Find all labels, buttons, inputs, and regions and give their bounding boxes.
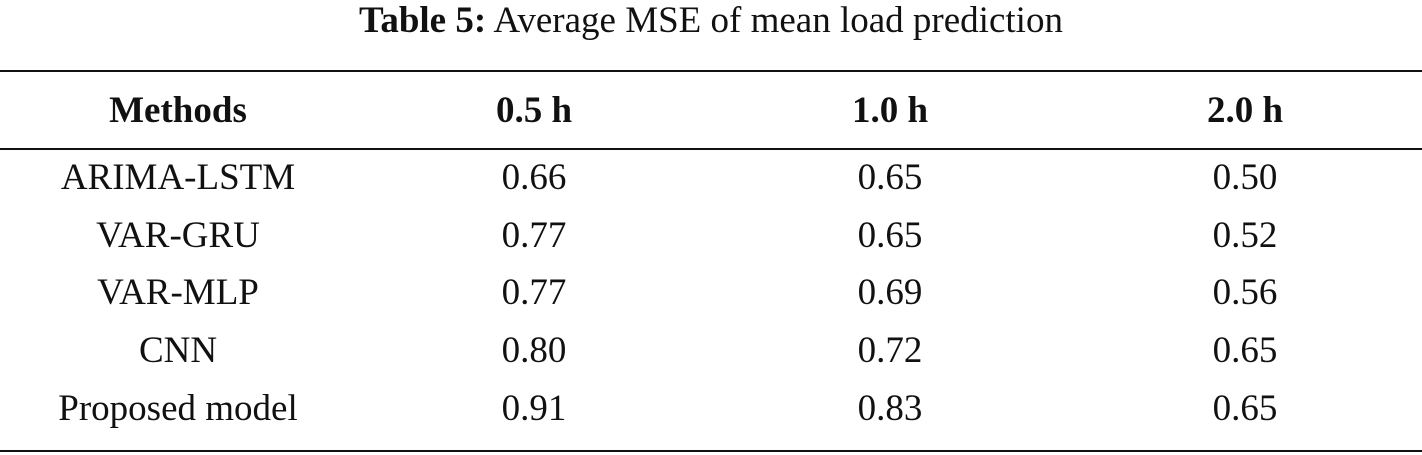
value-cell: 0.65 (1212, 330, 1278, 372)
value-cell: 0.65 (1212, 387, 1278, 429)
value-cell: 0.72 (857, 330, 923, 372)
table-caption: Table 5: Average MSE of mean load predic… (0, 0, 1422, 48)
value-cell: 0.50 (1212, 157, 1278, 199)
value-cell: 0.80 (501, 330, 567, 372)
table-caption-label: Table 5: (359, 0, 487, 41)
table-header-rule (0, 148, 1422, 150)
value-cell: 0.69 (857, 272, 923, 314)
table-row: VAR-GRU 0.77 0.65 0.52 (0, 207, 1422, 265)
method-cell: VAR-MLP (97, 272, 259, 314)
header-1-0h: 1.0 h (851, 90, 929, 131)
value-cell: 0.56 (1212, 272, 1278, 314)
header-2-0h: 2.0 h (1206, 90, 1284, 131)
table-header-row: Methods 0.5 h 1.0 h 2.0 h (0, 72, 1422, 149)
value-cell: 0.65 (857, 214, 923, 256)
header-0-5h: 0.5 h (495, 90, 573, 131)
table-caption-text: Average MSE of mean load prediction (486, 0, 1063, 41)
method-cell: CNN (138, 330, 218, 372)
mse-table: Methods 0.5 h 1.0 h 2.0 h ARIMA-LSTM 0.6… (0, 72, 1422, 437)
value-cell: 0.77 (501, 272, 567, 314)
value-cell: 0.65 (857, 157, 923, 199)
table-bottom-rule (0, 450, 1422, 452)
table-row: ARIMA-LSTM 0.66 0.65 0.50 (0, 149, 1422, 207)
table-row: VAR-MLP 0.77 0.69 0.56 (0, 264, 1422, 322)
value-cell: 0.77 (501, 214, 567, 256)
table-row: Proposed model 0.91 0.83 0.65 (0, 379, 1422, 437)
header-methods: Methods (109, 90, 247, 131)
table-row: CNN 0.80 0.72 0.65 (0, 322, 1422, 380)
value-cell: 0.83 (857, 387, 923, 429)
value-cell: 0.52 (1212, 214, 1278, 256)
value-cell: 0.91 (501, 387, 567, 429)
method-cell: VAR-GRU (96, 214, 260, 256)
value-cell: 0.66 (501, 157, 567, 199)
method-cell: Proposed model (58, 387, 298, 429)
method-cell: ARIMA-LSTM (60, 157, 296, 199)
table-top-rule (0, 70, 1422, 72)
